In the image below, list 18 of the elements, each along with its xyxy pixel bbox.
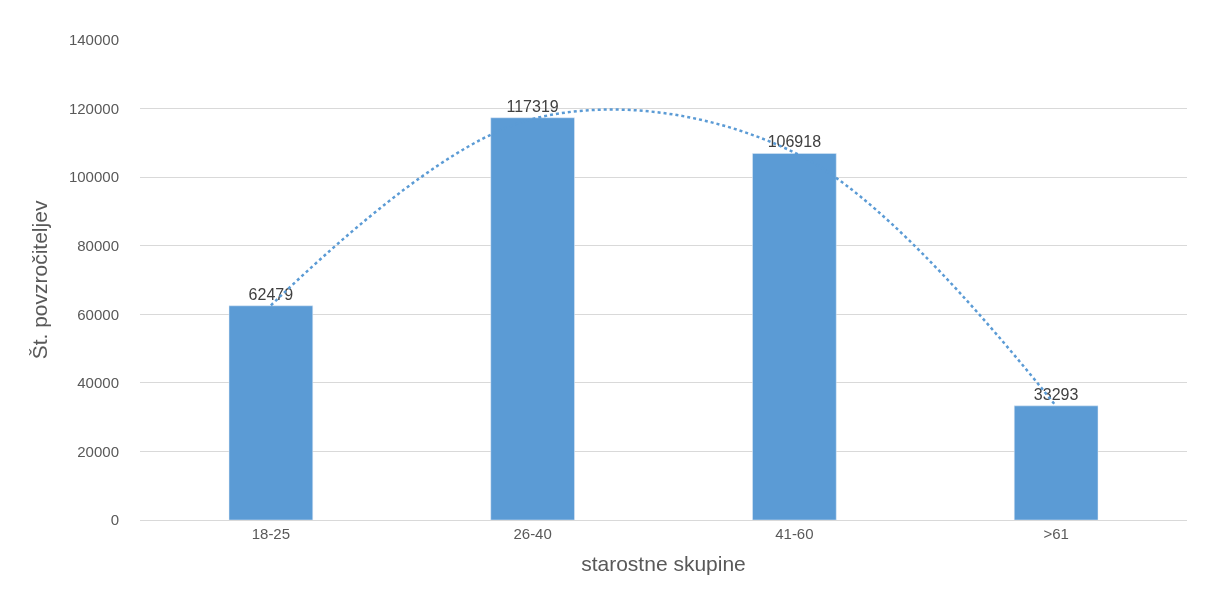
y-tick-label: 120000: [68, 99, 119, 117]
y-tick-label: 80000: [77, 236, 119, 254]
data-label: 33293: [1033, 385, 1079, 403]
data-label: 62479: [248, 285, 294, 303]
x-tick-label: 18-25: [251, 525, 291, 542]
x-tick-label: 41-60: [775, 525, 814, 542]
y-tick-label: 0: [110, 511, 119, 529]
y-tick-label: 100000: [68, 168, 119, 186]
y-axis-title: Št. povzročiteljev: [28, 200, 52, 360]
data-label: 106918: [767, 133, 822, 151]
y-tick-label: 60000: [77, 305, 119, 323]
y-tick-label: 40000: [77, 374, 119, 392]
x-axis-title: starostne skupine: [581, 552, 746, 576]
data-label: 117319: [506, 97, 559, 115]
x-tick-label: >61: [1043, 525, 1069, 542]
y-tick-label: 20000: [77, 442, 119, 460]
x-tick-label: 26-40: [513, 525, 552, 542]
y-tick-label: 140000: [68, 31, 119, 49]
